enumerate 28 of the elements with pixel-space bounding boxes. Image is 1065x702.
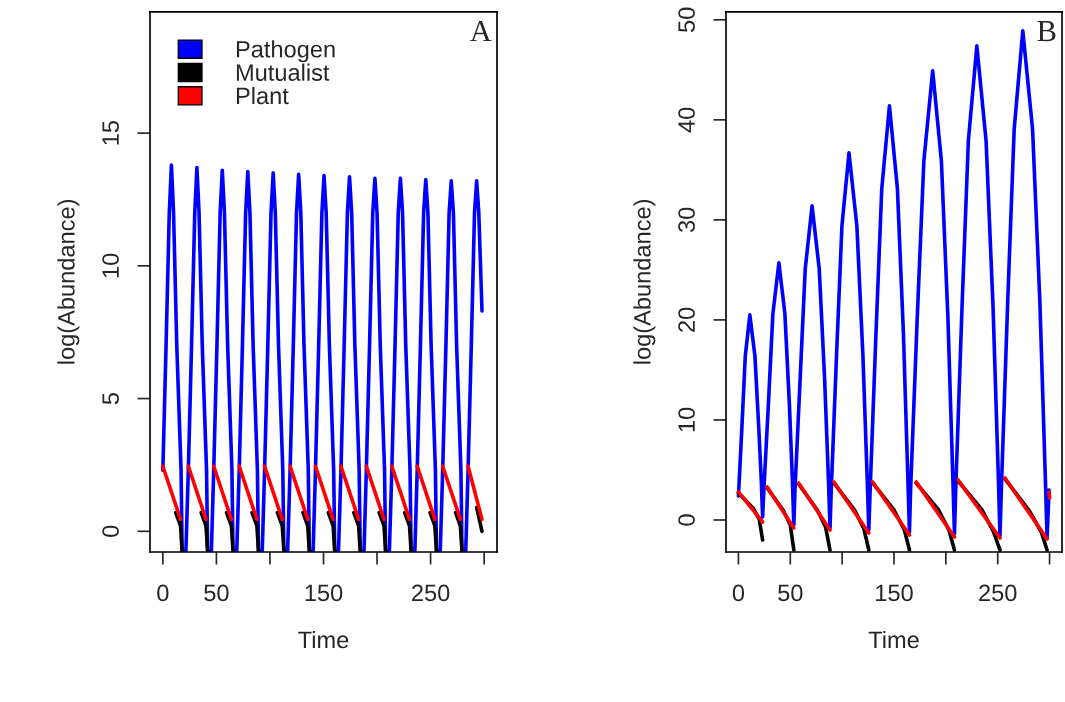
y-tick-label: 0 [102, 525, 119, 537]
y-tick-label: 20 [678, 307, 695, 332]
y-tick-label: 10 [678, 407, 695, 432]
x-tick-label: 250 [412, 584, 450, 602]
line-series [161, 163, 484, 552]
y-tick-label: 10 [102, 253, 119, 278]
x-tick-label: 50 [204, 584, 229, 602]
annotation: A [470, 20, 492, 42]
annotation: B [1037, 21, 1056, 42]
y-axis-title: log(Abundance) [633, 200, 656, 364]
x-tick-label: 150 [876, 584, 913, 602]
x-tick-label: 250 [979, 584, 1017, 602]
x-axis-title: Time [868, 630, 919, 649]
x-axis-title: Time [298, 630, 349, 649]
x-tick-label: 0 [732, 584, 745, 602]
legend-label: Mutualist [236, 63, 330, 81]
x-tick-label: 150 [305, 584, 343, 602]
legend-label: Pathogen [236, 40, 335, 63]
y-tick-label: 5 [102, 392, 119, 405]
y-tick-label: 40 [678, 107, 695, 133]
x-tick-label: 50 [778, 584, 803, 602]
y-tick-label: 15 [102, 120, 119, 145]
y-tick-label: 30 [678, 207, 695, 233]
y-tick-label: 50 [678, 7, 695, 32]
y-axis-title: log(Abundance) [57, 200, 80, 364]
y-tick-label: 0 [678, 514, 695, 526]
legend-label: Plant [236, 86, 289, 105]
x-tick-label: 0 [157, 584, 169, 602]
